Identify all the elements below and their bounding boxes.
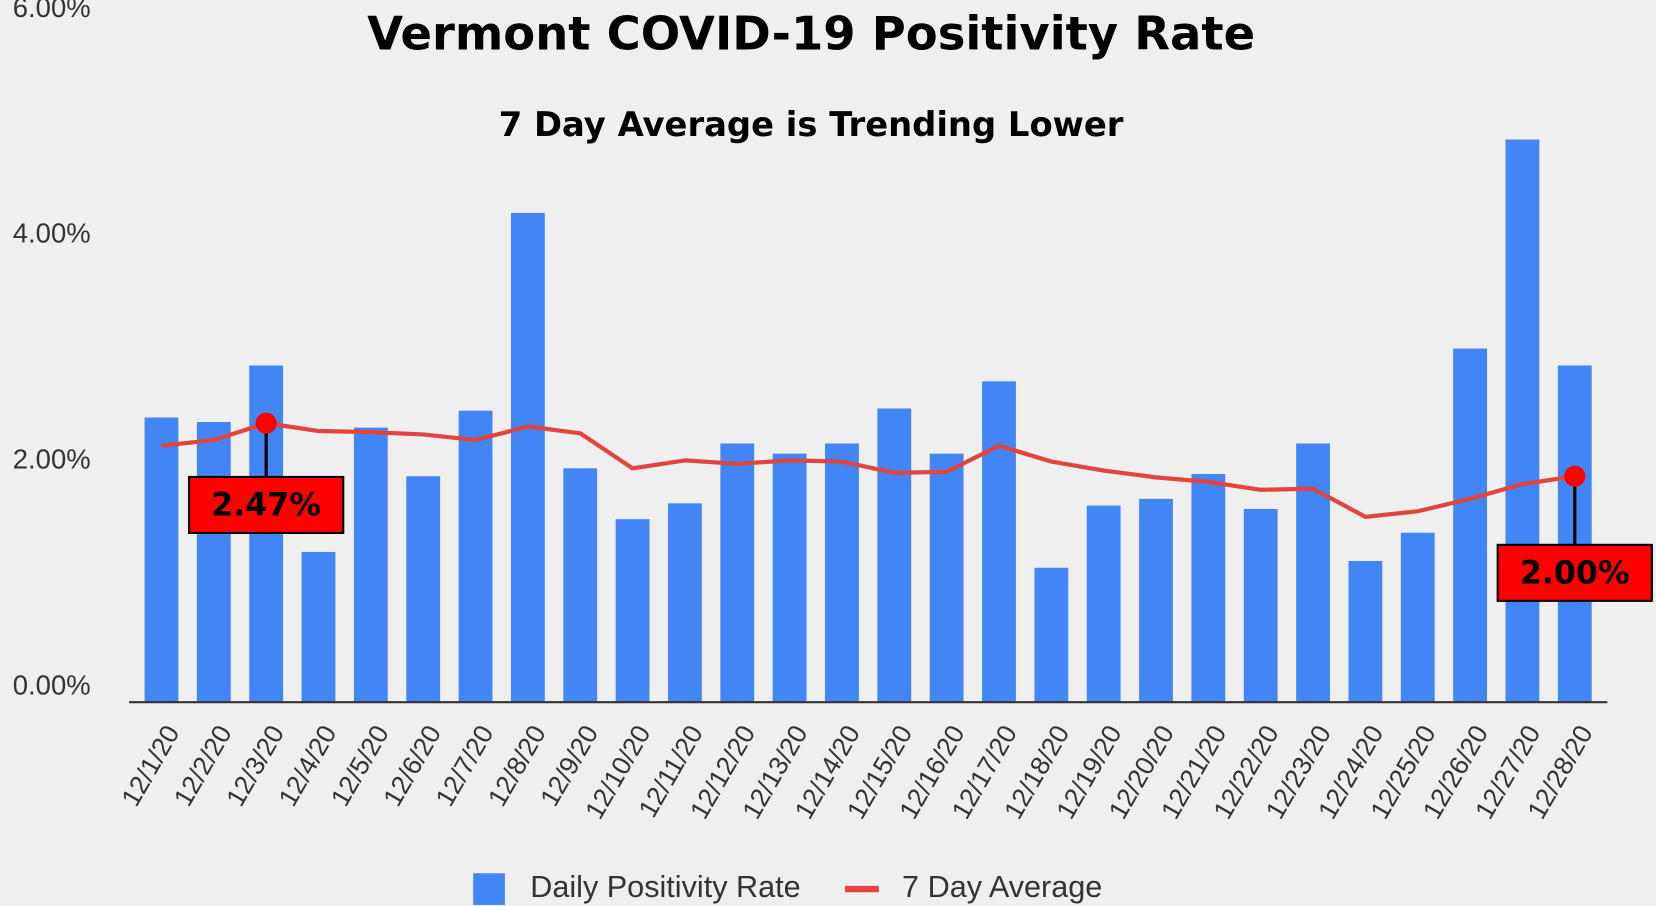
bar xyxy=(563,468,598,703)
annotation-box xyxy=(1496,543,1653,602)
highlight-point xyxy=(255,412,277,434)
legend-label: 7 Day Average xyxy=(902,870,1102,904)
bar xyxy=(1191,473,1226,703)
bar xyxy=(1139,498,1173,703)
line xyxy=(161,421,1576,520)
bar xyxy=(668,503,702,703)
bar xyxy=(1505,139,1540,703)
y-tick-label: 2.00% xyxy=(13,444,91,475)
bar xyxy=(144,417,179,703)
y-tick-label: 6.00% xyxy=(13,0,91,23)
bar xyxy=(406,476,441,703)
bar xyxy=(510,212,545,703)
bar xyxy=(1400,532,1435,703)
chart-subtitle: 7 Day Average is Trending Lower xyxy=(499,105,1124,144)
annotation-box xyxy=(188,475,345,535)
legend-swatch xyxy=(473,873,505,905)
bar xyxy=(458,410,493,703)
bar xyxy=(353,427,388,703)
annotation-label: 2.00% xyxy=(1520,555,1630,591)
bar xyxy=(720,443,755,703)
bar xyxy=(929,453,964,703)
chart-title: Vermont COVID-19 Positivity Rate xyxy=(367,6,1255,60)
bar xyxy=(1296,443,1330,703)
bar xyxy=(825,443,859,703)
bar xyxy=(301,551,336,703)
bar xyxy=(877,408,912,703)
bar xyxy=(982,381,1016,703)
annotation-label: 2.47% xyxy=(211,488,321,524)
bar xyxy=(1348,560,1383,703)
bar xyxy=(1243,508,1278,703)
y-tick-label: 4.00% xyxy=(13,218,91,249)
bar xyxy=(1453,348,1487,703)
bar xyxy=(772,453,807,703)
bar xyxy=(1034,567,1069,703)
y-tick-label: 0.00% xyxy=(13,670,91,701)
bar xyxy=(1086,505,1121,703)
legend-label: Daily Positivity Rate xyxy=(530,870,800,904)
highlight-point xyxy=(1564,465,1586,487)
bar xyxy=(196,421,231,703)
bar xyxy=(615,519,650,703)
